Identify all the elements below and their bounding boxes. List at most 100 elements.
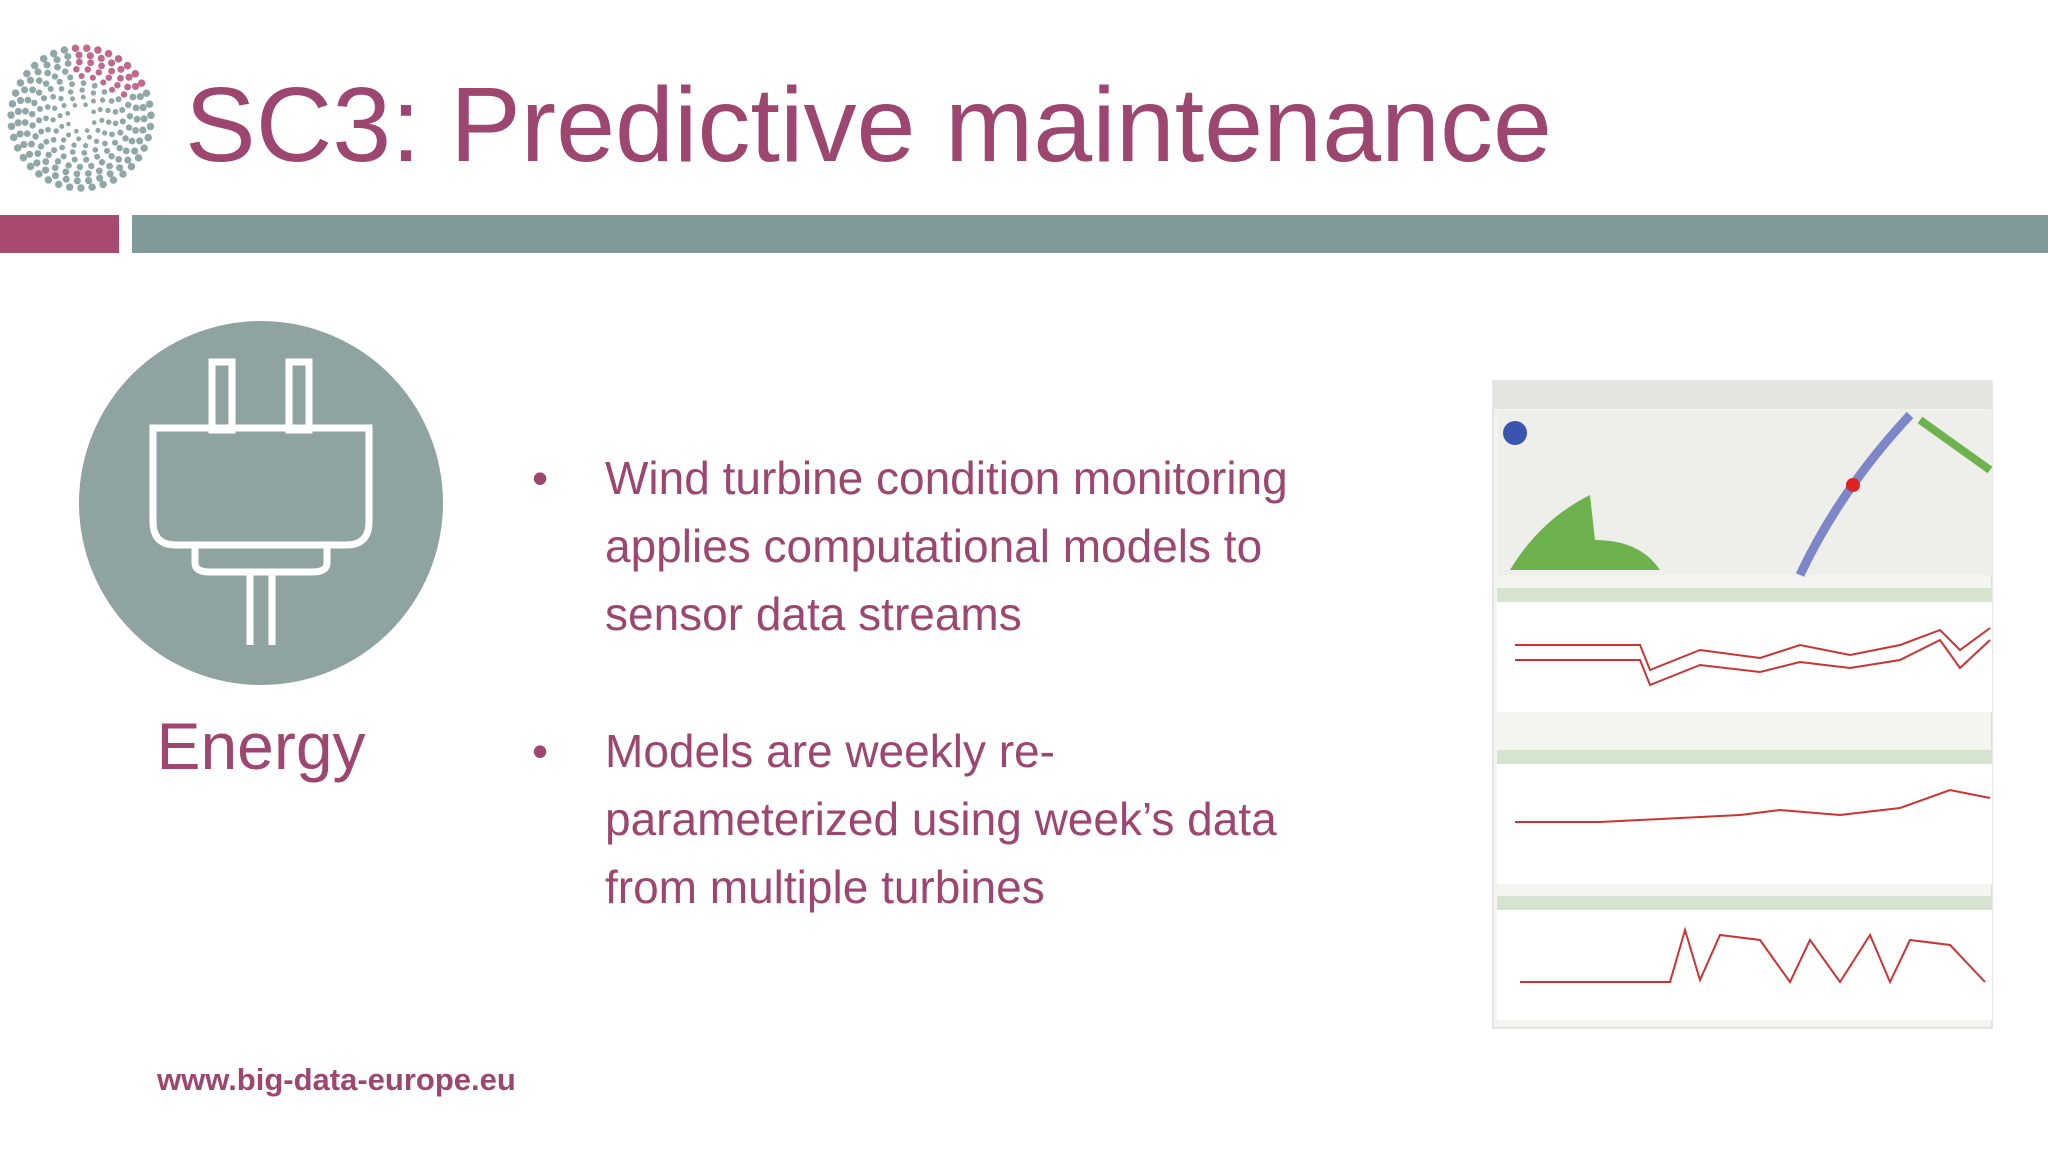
bullet-line: Wind turbine condition monitoring: [605, 452, 1288, 504]
bullet-line: sensor data streams: [605, 588, 1022, 640]
logo-dot: [139, 126, 147, 134]
logo-dot: [91, 120, 97, 125]
logo-dot: [43, 138, 50, 145]
logo-dot: [70, 96, 76, 102]
logo-dot: [23, 130, 31, 138]
logo-dot: [47, 85, 54, 92]
bullet-line: parameterized using week’s data: [605, 793, 1277, 845]
logo-dot: [38, 128, 45, 135]
logo-dot: [73, 170, 81, 178]
bullet-line: Models are weekly re-: [605, 725, 1055, 777]
logo-dot: [21, 119, 29, 126]
logo-dot: [74, 128, 79, 134]
logo-dot: [119, 170, 127, 178]
logo-dot: [64, 60, 72, 67]
logo-dot: [50, 117, 56, 123]
logo-dot: [34, 68, 42, 76]
logo-dot: [117, 129, 124, 136]
logo-dot: [60, 137, 67, 143]
logo-dot: [119, 118, 126, 125]
logo-dot: [99, 97, 106, 103]
logo-dot: [97, 54, 105, 62]
logo-dot: [60, 153, 67, 160]
logo-dot: [67, 74, 74, 81]
logo-dot: [124, 83, 132, 91]
logo-dot: [145, 100, 154, 108]
logo-dot: [64, 52, 72, 60]
logo-dot: [119, 106, 126, 114]
logo-dot: [136, 137, 144, 145]
footer-url: www.big-data-europe.eu: [157, 1062, 516, 1097]
logo-dot: [104, 147, 111, 154]
logo-dot: [116, 144, 123, 152]
logo-dot: [86, 134, 92, 140]
logo-dot: [108, 98, 115, 104]
logo-dot: [43, 61, 51, 69]
logo-dot: [85, 176, 93, 185]
logo-dot: [91, 82, 98, 89]
logo-dot: [99, 117, 105, 123]
logo-dot: [84, 170, 92, 177]
logo-dot: [131, 70, 140, 78]
bullet-dot: •: [532, 452, 549, 504]
logo-dot: [22, 107, 29, 115]
logo-dot: [133, 115, 141, 123]
logo-dot: [36, 117, 43, 124]
logo-dot: [125, 73, 133, 81]
logo-dot: [144, 133, 152, 142]
logo-dot: [66, 121, 71, 127]
logo-dot: [58, 86, 65, 92]
logo-dot: [58, 95, 64, 102]
logo-dot: [45, 126, 51, 133]
logo-dot: [123, 61, 132, 70]
logo-dot: [54, 180, 63, 189]
logo-dot: [99, 180, 107, 189]
logo-dot: [125, 124, 133, 131]
logo-dot: [28, 140, 35, 148]
logo-dot: [69, 149, 76, 155]
logo-dot: [84, 128, 90, 133]
logo-dot: [50, 93, 57, 100]
logo-dot: [40, 95, 48, 102]
logo-dot: [76, 163, 84, 171]
logo-dot: [79, 87, 85, 93]
logo-dot: [45, 151, 52, 159]
logo: [7, 44, 155, 192]
logo-dot: [56, 78, 63, 85]
logo-dot: [52, 105, 58, 111]
logo-dot: [65, 111, 71, 116]
logo-dot: [142, 89, 151, 98]
logo-dot: [86, 52, 94, 60]
logo-dot: [32, 133, 39, 140]
logo-dot: [77, 184, 85, 192]
logo-dot: [95, 69, 102, 76]
logo-dot: [132, 104, 140, 112]
logo-dot: [81, 149, 88, 156]
logo-dot: [106, 119, 112, 125]
logo-dot: [23, 69, 31, 78]
logo-dot: [29, 86, 37, 94]
logo-dot: [20, 140, 28, 149]
logo-dot: [97, 107, 103, 113]
logo-dot: [75, 58, 83, 66]
logo-dot: [53, 63, 61, 71]
logo-dot: [105, 74, 113, 81]
energy-icon: [79, 321, 443, 685]
logo-dot: [131, 82, 140, 90]
logo-dot: [59, 144, 66, 151]
logo-dot: [51, 164, 59, 172]
logo-dot: [95, 167, 103, 175]
logo-dot: [7, 122, 16, 131]
logo-dot: [62, 175, 70, 183]
logo-dot: [11, 89, 20, 97]
logo-dot: [65, 183, 74, 191]
logo-dot: [60, 46, 69, 54]
logo-dot: [82, 142, 89, 149]
logo-dot: [72, 103, 78, 108]
logo-dot: [98, 159, 106, 166]
logo-dot: [136, 93, 144, 101]
logo-dot: [62, 68, 69, 75]
logo-dot: [42, 158, 50, 165]
logo-dot: [62, 168, 70, 176]
